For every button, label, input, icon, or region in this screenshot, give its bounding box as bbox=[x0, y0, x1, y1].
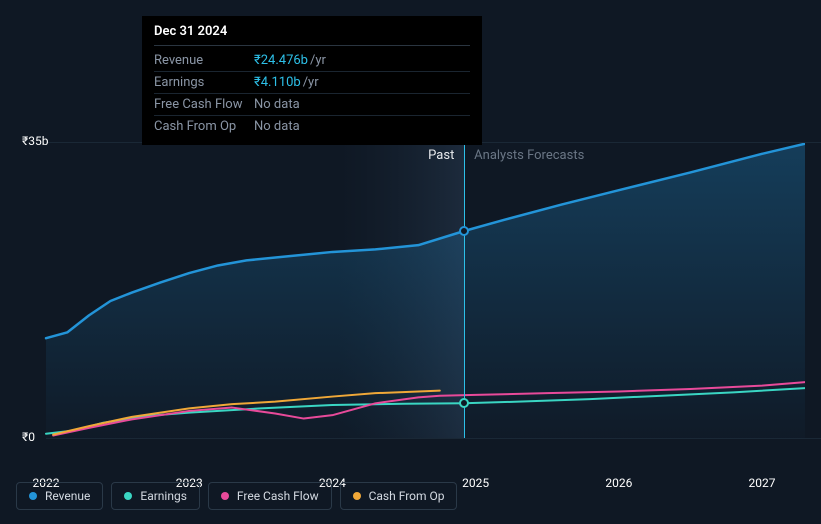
legend-dot bbox=[29, 492, 37, 500]
tooltip-row: Revenue₹24.476b/yr bbox=[154, 50, 470, 72]
tooltip-label: Revenue bbox=[154, 53, 254, 68]
legend-label: Free Cash Flow bbox=[237, 489, 319, 503]
tooltip-value: No data bbox=[254, 97, 300, 112]
series-marker bbox=[459, 226, 469, 236]
legend-dot bbox=[221, 492, 229, 500]
tooltip-date: Dec 31 2024 bbox=[154, 24, 470, 46]
x-axis-tick: 2027 bbox=[749, 476, 776, 490]
chart-svg bbox=[16, 124, 805, 464]
tooltip-label: Free Cash Flow bbox=[154, 97, 254, 112]
legend-item[interactable]: Revenue bbox=[16, 482, 103, 510]
chart-area bbox=[16, 124, 805, 464]
chart-tooltip: Dec 31 2024 Revenue₹24.476b/yrEarnings₹4… bbox=[142, 16, 482, 145]
forecast-label: Analysts Forecasts bbox=[474, 148, 584, 163]
legend-item[interactable]: Free Cash Flow bbox=[208, 482, 332, 510]
y-axis-label: ₹0 bbox=[22, 430, 35, 444]
x-axis-tick: 2026 bbox=[605, 476, 632, 490]
tooltip-row: Free Cash FlowNo data bbox=[154, 94, 470, 116]
legend-label: Earnings bbox=[140, 489, 187, 503]
past-label: Past bbox=[428, 148, 454, 163]
legend-item[interactable]: Cash From Op bbox=[340, 482, 458, 510]
tooltip-value: ₹24.476b/yr bbox=[254, 53, 326, 68]
x-axis-tick: 2025 bbox=[462, 476, 489, 490]
tooltip-row: Cash From OpNo data bbox=[154, 116, 470, 137]
legend-label: Revenue bbox=[45, 489, 90, 503]
tooltip-row: Earnings₹4.110b/yr bbox=[154, 72, 470, 94]
tooltip-value: No data bbox=[254, 119, 300, 134]
series-marker bbox=[459, 398, 469, 408]
crosshair-line bbox=[464, 142, 465, 438]
chart-legend: Revenue Earnings Free Cash Flow Cash From O… bbox=[16, 482, 457, 510]
legend-dot bbox=[124, 492, 132, 500]
legend-item[interactable]: Earnings bbox=[111, 482, 200, 510]
legend-label: Cash From Op bbox=[369, 489, 445, 503]
tooltip-label: Earnings bbox=[154, 75, 254, 90]
tooltip-value: ₹4.110b/yr bbox=[254, 75, 319, 90]
tooltip-label: Cash From Op bbox=[154, 119, 254, 134]
legend-dot bbox=[353, 492, 361, 500]
y-axis-label: ₹35b bbox=[22, 134, 48, 148]
gridline bbox=[46, 438, 821, 439]
